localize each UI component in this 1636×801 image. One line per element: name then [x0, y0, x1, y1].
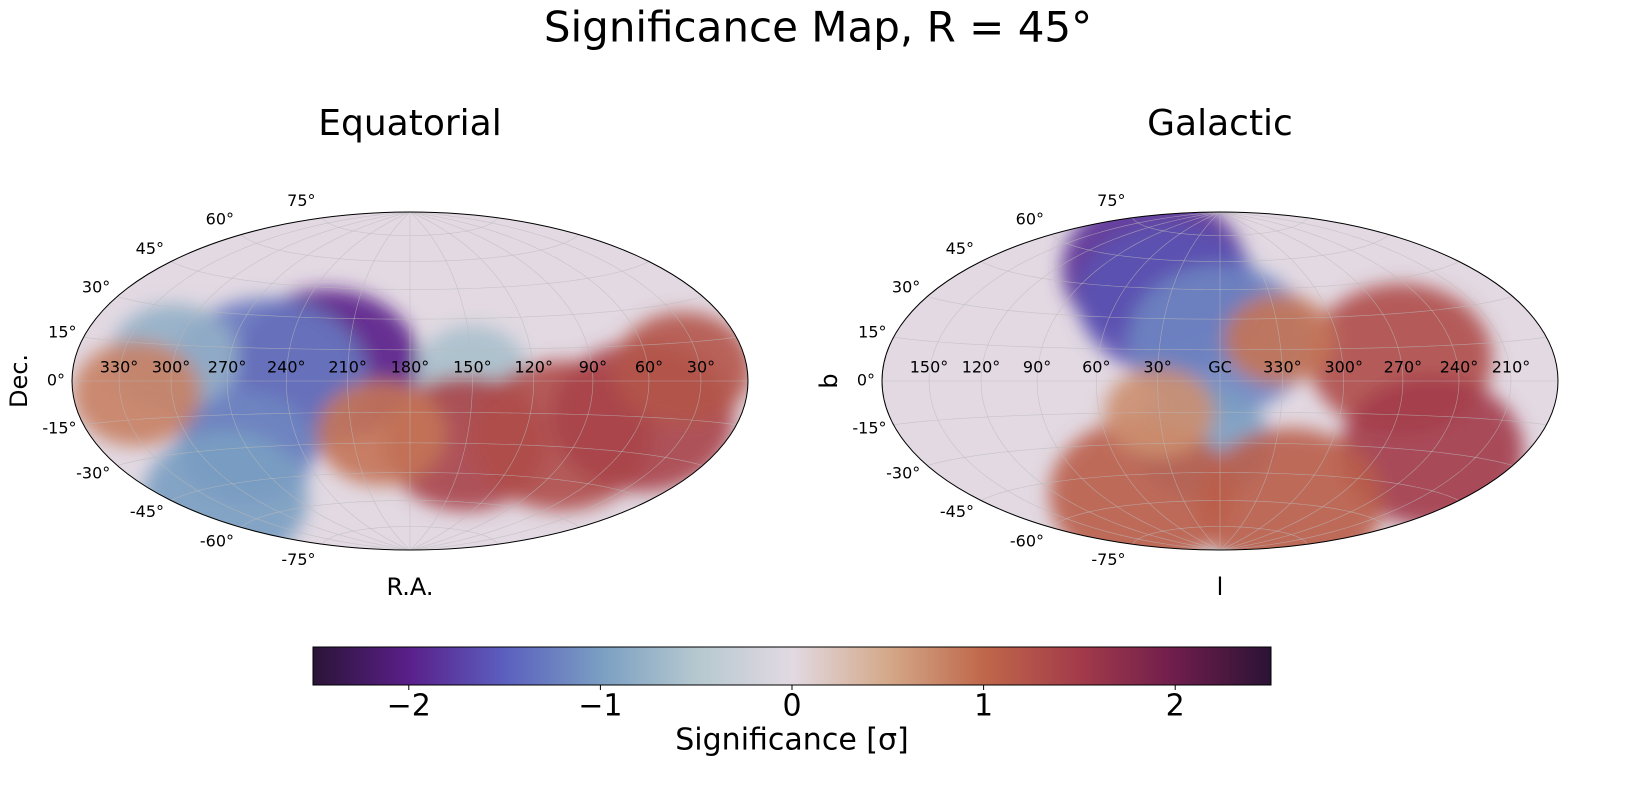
lat-tick-label: -30°	[76, 463, 110, 482]
lon-tick-label: 30°	[687, 358, 715, 377]
lon-tick-label: 30°	[1143, 358, 1171, 377]
lon-tick-label: 270°	[1384, 358, 1423, 377]
significance-region	[614, 311, 748, 425]
colorbar-tick-label: 2	[1166, 689, 1185, 724]
lat-tick-label: 75°	[287, 191, 315, 210]
lon-tick-label: 150°	[910, 358, 949, 377]
lat-tick-label: -75°	[281, 550, 315, 569]
sky-outline	[71, 211, 749, 551]
significance-region	[316, 380, 446, 486]
colorbar-tick-label: −1	[578, 689, 622, 724]
lat-tick-label: -75°	[1091, 550, 1125, 569]
parallel	[980, 261, 1460, 290]
colorbar-tick-label: 1	[974, 689, 993, 724]
colorbar	[312, 646, 1272, 686]
panel-title: Galactic	[1147, 103, 1293, 144]
parallel	[322, 526, 498, 545]
parallel	[170, 261, 650, 290]
parallel	[240, 234, 580, 262]
lat-tick-label: 60°	[206, 209, 234, 228]
lon-tick-label: 210°	[1492, 358, 1531, 377]
parallel	[927, 296, 1513, 320]
parallel	[927, 442, 1513, 466]
parallel	[1050, 234, 1390, 262]
lon-tick-label: 120°	[962, 358, 1001, 377]
colorbar-tick-label: −2	[387, 689, 431, 724]
lon-tick-label: 300°	[152, 358, 191, 377]
parallel	[1132, 526, 1308, 545]
parallel	[117, 442, 703, 466]
parallel	[893, 411, 1547, 426]
lon-tick-label: 60°	[635, 358, 663, 377]
lat-tick-label: 60°	[1016, 209, 1044, 228]
lat-tick-label: 30°	[892, 278, 920, 297]
lat-tick-label: -15°	[42, 419, 76, 438]
parallel	[1132, 217, 1308, 236]
parallel	[170, 472, 650, 501]
colorbar-tick-label: 0	[782, 689, 801, 724]
parallel	[322, 217, 498, 236]
lat-tick-label: 45°	[946, 239, 974, 258]
lon-tick-label: 240°	[1440, 358, 1479, 377]
x-axis-label: l	[1217, 573, 1224, 601]
parallel	[1050, 500, 1390, 528]
lat-tick-label: 15°	[858, 322, 886, 341]
lon-tick-label: 90°	[1023, 358, 1051, 377]
lon-tick-label: 330°	[1263, 358, 1302, 377]
panel-title: Equatorial	[318, 103, 501, 144]
lon-tick-label: 120°	[514, 358, 553, 377]
parallel	[117, 296, 703, 320]
figure-title: Significance Map, R = 45°	[544, 3, 1092, 52]
parallel	[980, 472, 1460, 501]
lon-tick-label: 270°	[208, 358, 247, 377]
parallel	[83, 336, 737, 351]
lat-tick-label: -15°	[852, 419, 886, 438]
lon-tick-label: 150°	[453, 358, 492, 377]
lat-tick-label: 0°	[857, 371, 875, 390]
lon-tick-label: 300°	[1324, 358, 1363, 377]
y-axis-label: Dec.	[5, 354, 33, 408]
lat-tick-label: -60°	[1010, 532, 1044, 551]
significance-region	[72, 341, 201, 447]
lat-tick-label: -45°	[130, 502, 164, 521]
lon-tick-label: 330°	[100, 358, 139, 377]
sky-outline	[881, 211, 1559, 551]
y-axis-label: b	[815, 373, 843, 388]
lat-tick-label: 15°	[48, 322, 76, 341]
parallel	[240, 500, 580, 528]
lon-tick-label: 240°	[267, 358, 306, 377]
parallel	[893, 336, 1547, 351]
lat-tick-label: 30°	[82, 278, 110, 297]
lon-tick-label: 90°	[579, 358, 607, 377]
x-axis-label: R.A.	[386, 573, 433, 601]
lat-tick-label: 0°	[47, 371, 65, 390]
lat-tick-label: -60°	[200, 532, 234, 551]
lat-tick-label: -45°	[940, 502, 974, 521]
lat-tick-label: 75°	[1097, 191, 1125, 210]
lon-tick-label: 60°	[1082, 358, 1110, 377]
lon-tick-label: 180°	[391, 358, 430, 377]
lon-tick-label: GC	[1208, 358, 1232, 377]
parallel	[83, 411, 737, 426]
colorbar-label: Significance [σ]	[675, 723, 908, 758]
lat-tick-label: -30°	[886, 463, 920, 482]
lat-tick-label: 45°	[136, 239, 164, 258]
lon-tick-label: 210°	[328, 358, 367, 377]
